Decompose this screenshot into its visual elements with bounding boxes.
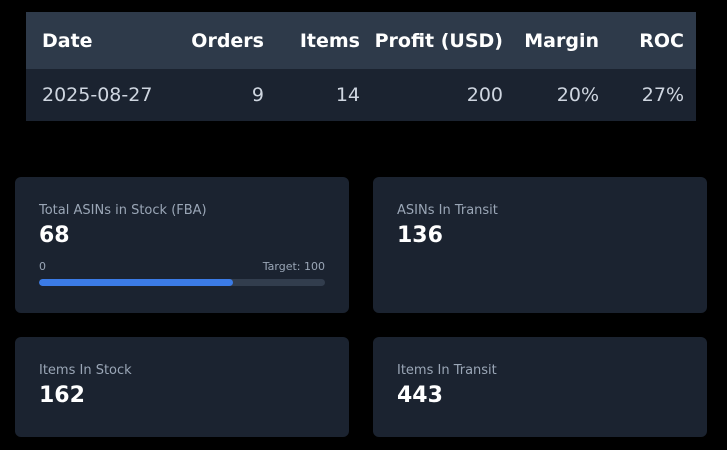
- items-in-transit-card: Items In Transit 443: [373, 337, 707, 437]
- column-header-profit: Profit (USD): [360, 12, 503, 69]
- cell-margin: 20%: [503, 69, 599, 121]
- asins-in-stock-card: Total ASINs in Stock (FBA) 68 0 Target: …: [15, 177, 349, 313]
- asins-in-transit-value: 136: [397, 223, 443, 248]
- items-in-transit-label: Items In Transit: [397, 363, 497, 378]
- progress-meta: 0 Target: 100: [39, 260, 325, 273]
- cell-orders: 9: [176, 69, 264, 121]
- table-row: 2025-08-27 9 14 200 20% 27%: [26, 69, 696, 121]
- cell-profit: 200: [360, 69, 503, 121]
- table-header-row: Date Orders Items Profit (USD) Margin RO…: [26, 12, 696, 69]
- items-in-stock-label: Items In Stock: [39, 363, 132, 378]
- items-in-stock-value: 162: [39, 383, 85, 408]
- asins-in-transit-card: ASINs In Transit 136: [373, 177, 707, 313]
- stock-progress-fill: [39, 279, 234, 286]
- column-header-date: Date: [26, 12, 176, 69]
- items-in-stock-card: Items In Stock 162: [15, 337, 349, 437]
- progress-min-label: 0: [39, 260, 46, 273]
- asins-in-stock-label: Total ASINs in Stock (FBA): [39, 203, 207, 218]
- asins-in-stock-value: 68: [39, 223, 70, 248]
- cell-date: 2025-08-27: [26, 69, 176, 121]
- column-header-margin: Margin: [503, 12, 599, 69]
- cell-items: 14: [264, 69, 360, 121]
- cell-roc: 27%: [599, 69, 696, 121]
- items-in-transit-value: 443: [397, 383, 443, 408]
- column-header-items: Items: [264, 12, 360, 69]
- progress-target-label: Target: 100: [262, 260, 325, 273]
- column-header-orders: Orders: [176, 12, 264, 69]
- stock-progress-bar: [39, 279, 325, 286]
- column-header-roc: ROC: [599, 12, 696, 69]
- daily-summary-table: Date Orders Items Profit (USD) Margin RO…: [26, 12, 696, 121]
- asins-in-transit-label: ASINs In Transit: [397, 203, 498, 218]
